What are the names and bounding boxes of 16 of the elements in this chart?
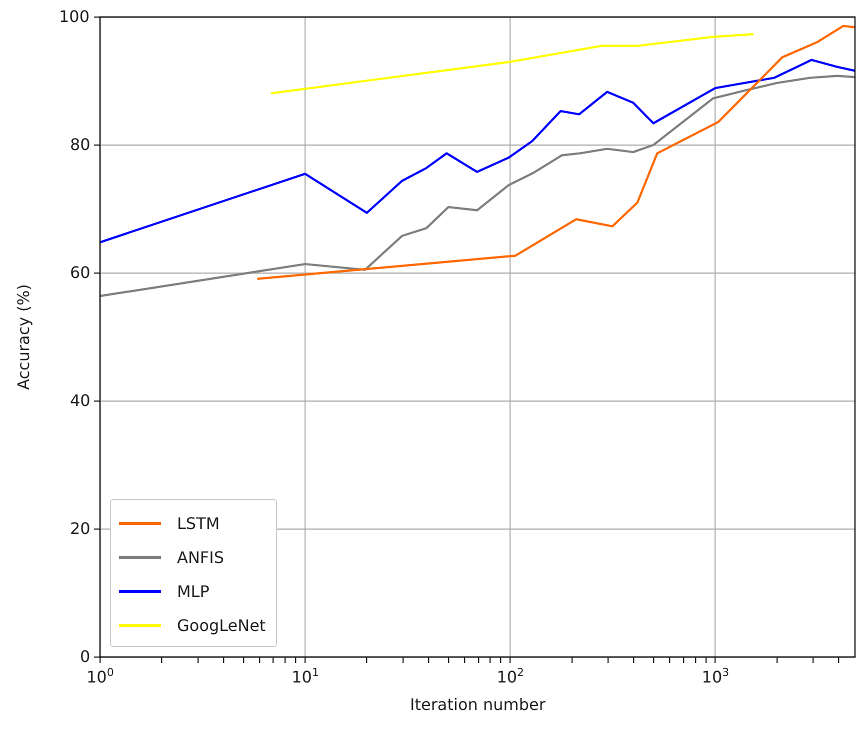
y-tick-label: 60 bbox=[70, 263, 90, 282]
x-axis-title: Iteration number bbox=[410, 695, 546, 714]
legend-label: ANFIS bbox=[177, 548, 224, 566]
y-tick-label: 20 bbox=[70, 519, 90, 538]
y-axis-title: Accuracy (%) bbox=[14, 284, 33, 390]
legend-label: MLP bbox=[177, 582, 210, 600]
y-tick-label: 40 bbox=[70, 391, 90, 410]
y-tick-label: 0 bbox=[80, 647, 90, 666]
x-tick-label: 10$^{2}$ bbox=[496, 666, 524, 686]
legend-label: LSTM bbox=[177, 514, 220, 532]
x-tick-label: 10$^{3}$ bbox=[702, 666, 730, 686]
y-tick-label: 80 bbox=[70, 135, 90, 154]
x-tick-label: 10$^{1}$ bbox=[292, 666, 319, 686]
x-tick-label: 10$^{0}$ bbox=[86, 666, 114, 686]
legend-label: GoogLeNet bbox=[177, 616, 266, 634]
y-tick-label: 100 bbox=[59, 7, 90, 26]
